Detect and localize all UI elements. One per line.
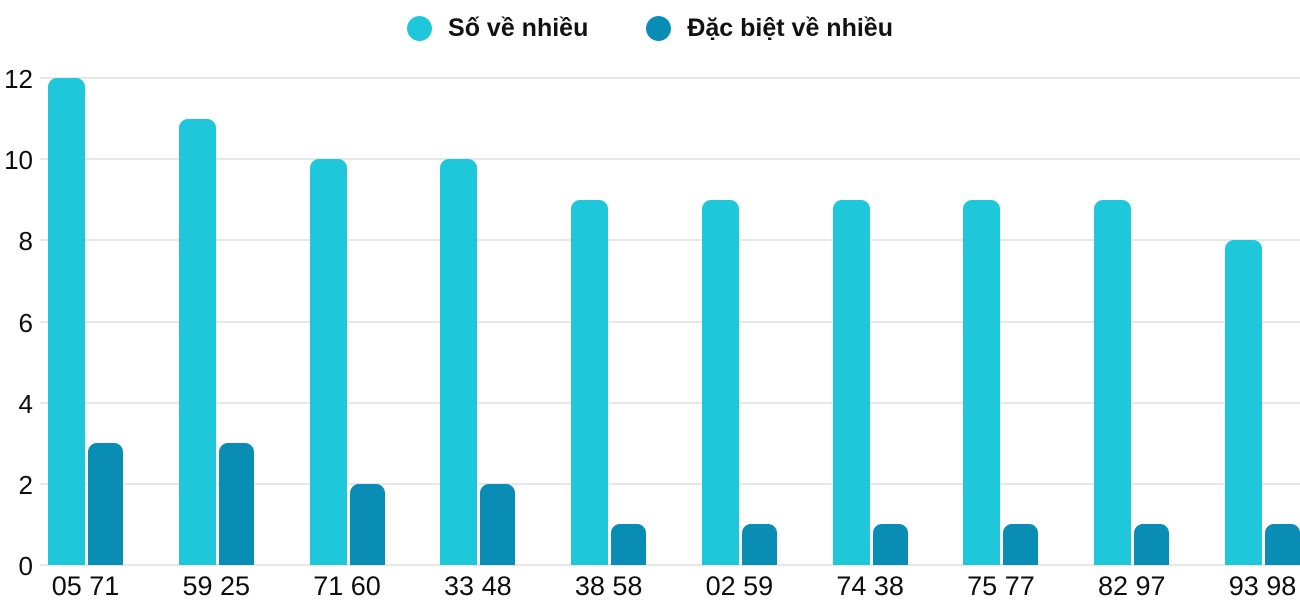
bar-s-v-nhi-u-75-77[interactable] — [963, 200, 1000, 565]
legend-label: Số về nhiều — [448, 13, 589, 42]
gridline-y-2 — [40, 482, 1300, 485]
legend-item-so-ve-nhieu[interactable]: Số về nhiều — [407, 13, 589, 42]
bar-c-bi-t-v-nhi-u-38-58[interactable] — [611, 524, 646, 565]
gridline-y-0 — [40, 564, 1300, 566]
x-axis-tick-82-97: 82 97 — [1097, 571, 1166, 600]
legend-dot-icon — [646, 15, 672, 41]
gridline-y-6 — [40, 320, 1300, 323]
x-axis-tick-74-38: 74 38 — [836, 571, 904, 600]
x-axis-tick-02-59: 02 59 — [705, 571, 774, 600]
y-axis-tick-12: 12 — [4, 64, 33, 94]
bar-c-bi-t-v-nhi-u-33-48[interactable] — [480, 484, 515, 565]
gridline-y-10 — [40, 158, 1300, 161]
bar-c-bi-t-v-nhi-u-93-98[interactable] — [1265, 524, 1300, 565]
legend-dot-icon — [407, 15, 433, 41]
y-axis-tick-2: 2 — [18, 469, 33, 500]
bar-c-bi-t-v-nhi-u-05-71[interactable] — [88, 443, 123, 565]
bar-s-v-nhi-u-93-98[interactable] — [1225, 240, 1262, 565]
bar-c-bi-t-v-nhi-u-59-25[interactable] — [219, 443, 254, 565]
bar-s-v-nhi-u-02-59[interactable] — [702, 200, 739, 565]
legend-item-dac-biet-ve-nhieu[interactable]: Đặc biệt về nhiều — [646, 13, 893, 42]
x-axis-tick-33-48: 33 48 — [444, 571, 512, 600]
bar-c-bi-t-v-nhi-u-82-97[interactable] — [1134, 524, 1169, 565]
bar-s-v-nhi-u-74-38[interactable] — [833, 200, 870, 565]
bar-s-v-nhi-u-05-71[interactable] — [48, 78, 85, 565]
legend-label: Đặc biệt về nhiều — [687, 13, 893, 42]
y-axis-tick-10: 10 — [4, 145, 33, 176]
x-axis-tick-05-71: 05 71 — [51, 571, 120, 600]
bar-s-v-nhi-u-33-48[interactable] — [440, 159, 477, 565]
x-axis-tick-38-58: 38 58 — [574, 571, 643, 600]
y-axis-tick-4: 4 — [18, 388, 33, 419]
bar-c-bi-t-v-nhi-u-02-59[interactable] — [742, 524, 777, 565]
gridline-y-8 — [40, 239, 1300, 242]
chart-legend: Số về nhiều Đặc biệt về nhiều — [0, 8, 1300, 48]
y-axis-tick-6: 6 — [18, 307, 33, 338]
bar-c-bi-t-v-nhi-u-74-38[interactable] — [873, 524, 908, 565]
x-axis-tick-93-98: 93 98 — [1228, 571, 1297, 600]
bar-s-v-nhi-u-82-97[interactable] — [1094, 200, 1131, 565]
bar-c-bi-t-v-nhi-u-71-60[interactable] — [350, 484, 385, 565]
bar-s-v-nhi-u-38-58[interactable] — [571, 200, 608, 565]
y-axis-tick-0: 0 — [18, 551, 33, 581]
x-axis-tick-75-77: 75 77 — [967, 571, 1035, 600]
y-axis-tick-8: 8 — [18, 226, 33, 257]
x-axis-tick-71-60: 71 60 — [313, 571, 381, 600]
gridline-y-12 — [40, 77, 1300, 79]
bar-c-bi-t-v-nhi-u-75-77[interactable] — [1003, 524, 1038, 565]
gridline-y-4 — [40, 401, 1300, 404]
bar-s-v-nhi-u-71-60[interactable] — [310, 159, 347, 565]
bar-s-v-nhi-u-59-25[interactable] — [179, 119, 216, 565]
x-axis-tick-59-25: 59 25 — [182, 571, 251, 600]
